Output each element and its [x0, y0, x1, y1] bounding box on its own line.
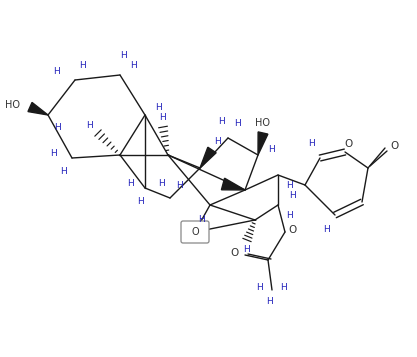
Text: H: H: [244, 246, 250, 255]
Text: HO: HO: [256, 118, 271, 128]
Text: H: H: [219, 117, 225, 126]
Text: H: H: [138, 197, 144, 206]
FancyBboxPatch shape: [181, 221, 209, 243]
Text: H: H: [160, 112, 166, 121]
Text: H: H: [121, 50, 127, 60]
Text: H: H: [269, 146, 275, 155]
Text: H: H: [87, 121, 93, 130]
Text: H: H: [54, 67, 60, 76]
Text: H: H: [324, 225, 330, 233]
Text: HO: HO: [5, 100, 20, 110]
Text: H: H: [60, 167, 68, 176]
Text: H: H: [281, 283, 287, 292]
Text: H: H: [80, 61, 86, 70]
Text: O: O: [231, 248, 239, 258]
Text: H: H: [286, 211, 294, 220]
Text: H: H: [215, 137, 221, 146]
Polygon shape: [221, 178, 245, 190]
Text: H: H: [55, 122, 61, 131]
Text: H: H: [290, 191, 296, 200]
Text: H: H: [235, 120, 241, 129]
Polygon shape: [200, 147, 216, 168]
Text: H: H: [266, 297, 274, 307]
Text: H: H: [198, 215, 206, 223]
Text: H: H: [156, 102, 162, 111]
Text: H: H: [158, 180, 166, 188]
Polygon shape: [28, 102, 48, 115]
Text: O: O: [191, 227, 199, 237]
Text: H: H: [177, 181, 183, 191]
Text: O: O: [345, 139, 353, 149]
Text: H: H: [309, 140, 315, 149]
Text: H: H: [256, 283, 264, 292]
Polygon shape: [258, 132, 268, 155]
Text: H: H: [50, 149, 58, 157]
Text: H: H: [131, 60, 137, 70]
Text: H: H: [128, 178, 134, 187]
Text: O: O: [289, 225, 297, 235]
Text: H: H: [286, 181, 294, 190]
Text: O: O: [391, 141, 399, 151]
